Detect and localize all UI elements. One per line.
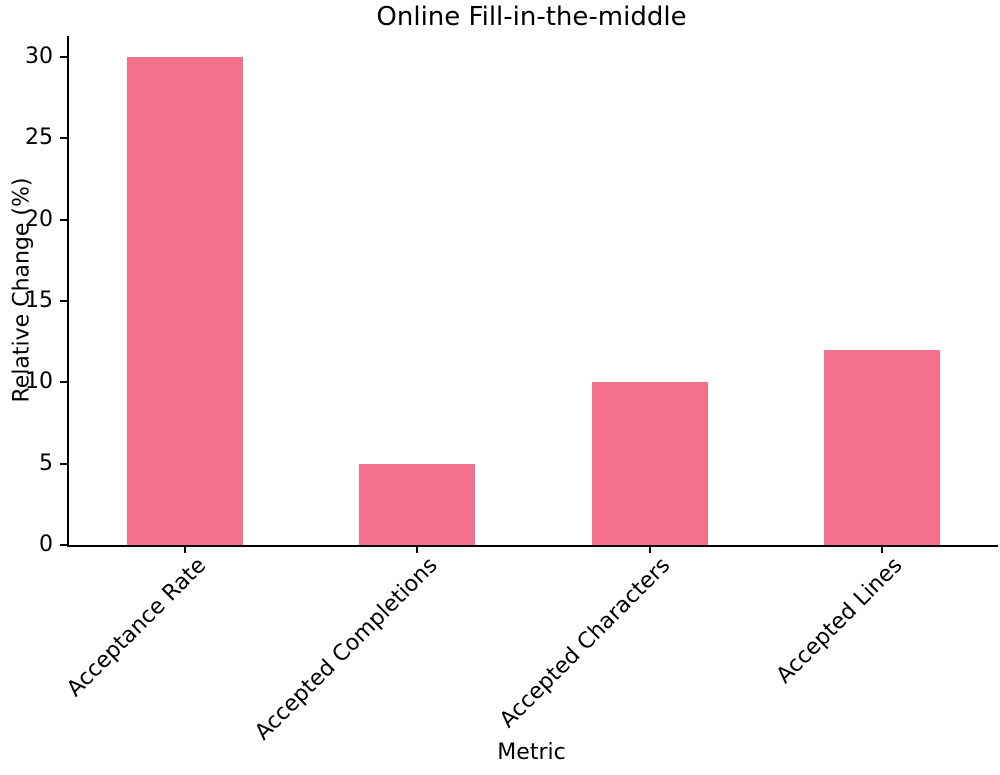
- x-tick-accepted-lines: [880, 547, 883, 553]
- plot-area: Acceptance Rate Accepted Completions Accep…: [25, 36, 998, 745]
- y-tick-25: [60, 137, 67, 140]
- y-tick-10: [60, 381, 67, 384]
- x-tick-label-accepted-characters: Accepted Characters: [495, 553, 676, 734]
- x-tick-acceptance-rate: [184, 547, 187, 553]
- y-tick-0: [60, 544, 67, 546]
- bar-acceptance-rate: [127, 57, 244, 545]
- y-tick-5: [60, 462, 67, 465]
- x-tick-label-acceptance-rate: Acceptance Rate: [61, 553, 211, 702]
- y-tick-label-25: 25: [25, 125, 53, 151]
- y-tick-label-30: 30: [25, 44, 53, 70]
- x-tick-label-accepted-completions: Accepted Completions: [250, 553, 444, 746]
- x-tick-accepted-characters: [648, 547, 651, 553]
- chart-title: Online Fill-in-the-middle: [376, 2, 687, 32]
- bar-accepted-characters: [591, 382, 708, 545]
- y-tick-15: [60, 300, 67, 303]
- y-tick-20: [60, 218, 67, 221]
- y-tick-30: [60, 56, 67, 59]
- x-axis-label: Metric: [497, 740, 566, 765]
- y-tick-label-15: 15: [25, 288, 53, 314]
- x-tick-label-accepted-lines: Accepted Lines: [771, 553, 908, 689]
- bar-accepted-lines: [823, 349, 940, 545]
- x-tick-accepted-completions: [416, 547, 419, 553]
- y-tick-label-10: 10: [25, 369, 53, 395]
- y-tick-label-20: 20: [25, 206, 53, 232]
- y-tick-label-5: 5: [39, 450, 53, 476]
- bar-accepted-completions: [359, 463, 476, 545]
- y-tick-label-0: 0: [39, 532, 53, 557]
